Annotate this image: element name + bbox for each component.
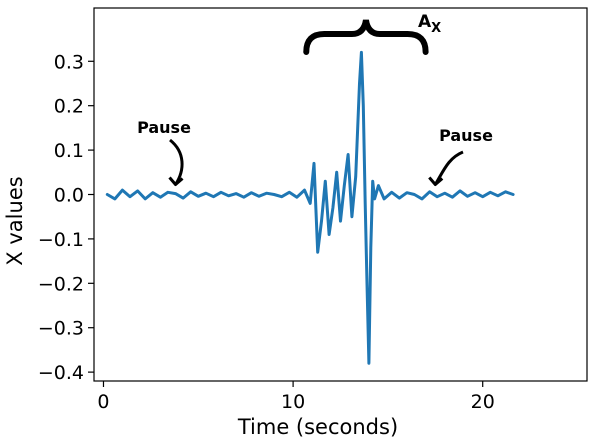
data-line <box>105 50 515 365</box>
pause-arrow-head <box>168 176 184 186</box>
x-tick-label: 0 <box>97 391 109 413</box>
x-tick-label: 20 <box>471 391 495 413</box>
curly-brace <box>303 19 429 55</box>
ticks-group: 0 10 20 −0.4 −0.3 −0.2 −0.1 0.0 0.1 0.2 0.3 <box>38 51 495 413</box>
pause-arrow-head <box>428 176 444 186</box>
ax-label: AX <box>418 12 441 36</box>
ax-label-subscript: X <box>431 21 441 36</box>
y-tick-label: −0.4 <box>38 362 84 384</box>
y-tick-label: 0.2 <box>54 96 84 118</box>
y-tick-label: −0.1 <box>38 229 84 251</box>
series-group <box>105 50 515 365</box>
pause-label: Pause <box>439 126 493 145</box>
annotations-group: Pause Pause AX <box>137 12 493 186</box>
y-tick-label: 0.0 <box>54 185 84 207</box>
x-axis-label: Time (seconds) <box>237 415 398 439</box>
y-tick-label: −0.3 <box>38 318 84 340</box>
y-axis-label: X values <box>3 176 27 265</box>
x-tick-label: 10 <box>281 391 305 413</box>
y-tick-label: 0.3 <box>54 51 84 73</box>
pause-label: Pause <box>137 118 191 137</box>
y-tick-label: −0.2 <box>38 273 84 295</box>
pause-arrow <box>169 138 184 186</box>
y-tick-label: 0.1 <box>54 140 84 162</box>
